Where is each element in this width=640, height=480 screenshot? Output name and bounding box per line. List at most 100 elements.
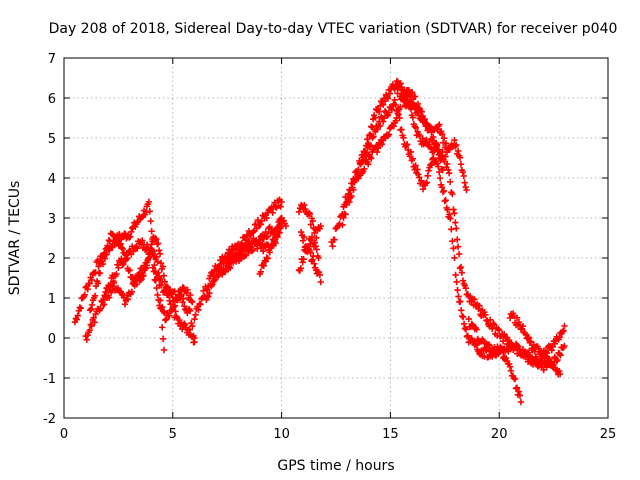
data-point — [329, 242, 336, 250]
data-point — [413, 105, 421, 112]
data-point — [248, 244, 255, 251]
data-point — [146, 208, 153, 215]
data-point — [561, 322, 568, 330]
data-point — [361, 165, 368, 173]
data-point — [447, 178, 454, 185]
data-point — [348, 192, 355, 200]
data-point — [299, 237, 307, 244]
data-point — [180, 320, 188, 327]
data-point — [434, 160, 441, 167]
data-point — [463, 186, 470, 194]
data-point — [444, 160, 451, 168]
data-point — [209, 281, 216, 288]
data-point — [393, 77, 401, 85]
data-point — [144, 257, 151, 264]
data-point — [77, 305, 85, 312]
data-point — [414, 109, 422, 116]
data-point — [350, 186, 357, 194]
data-point — [412, 162, 419, 169]
data-point — [257, 268, 265, 275]
y-tick-label: 7 — [48, 52, 56, 67]
data-point — [150, 268, 158, 275]
data-point — [556, 334, 563, 341]
data-point — [299, 259, 306, 266]
data-point — [214, 273, 221, 281]
data-point — [168, 307, 175, 314]
data-point — [390, 122, 397, 130]
data-point — [475, 305, 482, 313]
data-point — [76, 304, 84, 311]
data-point — [394, 90, 401, 97]
data-point — [429, 137, 436, 144]
data-point — [156, 250, 164, 257]
x-tick-label: 25 — [600, 427, 617, 442]
x-tick-label: 0 — [60, 427, 68, 442]
x-tick-labels: 0 5 10 15 20 25 — [60, 427, 616, 442]
data-point — [355, 175, 362, 182]
data-point — [451, 254, 458, 262]
data-point — [539, 354, 546, 362]
data-point — [225, 255, 232, 262]
data-point — [170, 303, 177, 311]
data-point — [455, 250, 463, 258]
data-point — [364, 136, 371, 143]
data-point — [317, 222, 324, 230]
series-track-p — [465, 315, 568, 368]
data-point — [386, 90, 394, 97]
data-point — [83, 336, 90, 343]
data-point — [371, 114, 379, 121]
data-point — [166, 297, 173, 304]
data-point — [551, 358, 558, 366]
data-point — [161, 278, 169, 286]
data-point — [445, 170, 453, 177]
data-point — [484, 317, 491, 325]
y-tick-label: -2 — [43, 412, 56, 427]
data-point — [457, 161, 465, 168]
data-point — [113, 270, 120, 278]
data-point — [158, 305, 165, 312]
x-tick-label: 5 — [169, 427, 177, 442]
data-point — [455, 293, 462, 300]
data-point — [186, 326, 194, 333]
data-point — [242, 252, 250, 259]
data-point — [419, 185, 427, 193]
data-point — [230, 257, 237, 265]
data-point — [515, 346, 523, 353]
data-point — [129, 224, 136, 232]
data-point — [179, 298, 186, 306]
data-point — [188, 319, 195, 327]
data-point — [517, 398, 525, 406]
data-point — [143, 262, 150, 269]
data-point — [159, 324, 166, 331]
data-point — [101, 255, 109, 262]
data-point — [415, 171, 422, 178]
data-point — [148, 241, 155, 248]
data-point — [535, 345, 542, 353]
data-point — [421, 115, 428, 123]
data-point — [133, 245, 141, 252]
data-point — [442, 140, 450, 147]
data-point — [401, 86, 408, 93]
data-point — [485, 341, 492, 348]
grid-lines — [64, 58, 608, 418]
x-axis-label: GPS time / hours — [277, 458, 394, 474]
data-point — [138, 237, 146, 244]
data-point — [379, 118, 387, 125]
y-tick-label: 0 — [48, 332, 56, 347]
data-point — [191, 315, 198, 323]
data-point — [88, 276, 95, 284]
data-point — [435, 151, 443, 159]
data-point — [311, 239, 319, 246]
data-point — [118, 244, 125, 251]
data-point — [119, 245, 126, 253]
data-point — [313, 246, 320, 253]
data-point — [278, 222, 285, 230]
y-tick-label: 6 — [48, 92, 56, 107]
data-point — [376, 102, 384, 110]
series-track-q — [506, 310, 564, 378]
data-point — [128, 288, 136, 295]
data-point — [184, 286, 191, 294]
data-point — [357, 160, 365, 167]
data-point — [100, 301, 108, 308]
data-point — [204, 286, 211, 293]
